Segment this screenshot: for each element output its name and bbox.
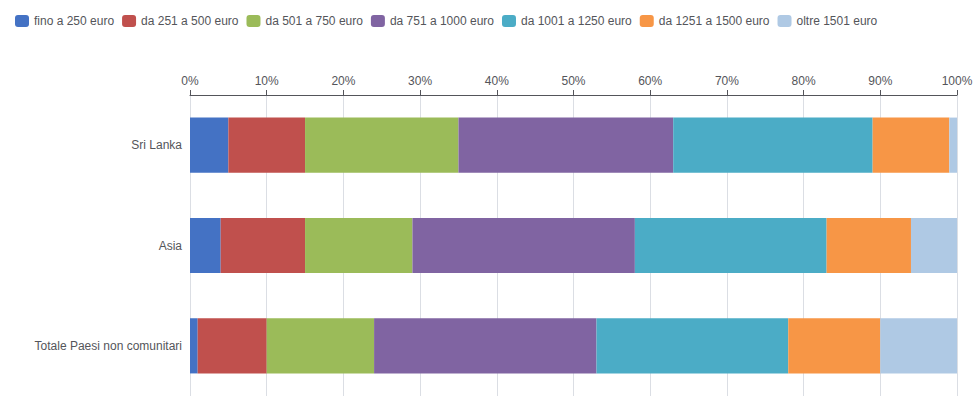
- svg-text:20%: 20%: [331, 74, 355, 88]
- svg-text:70%: 70%: [715, 74, 739, 88]
- svg-text:100%: 100%: [942, 74, 973, 88]
- svg-text:80%: 80%: [792, 74, 816, 88]
- svg-text:30%: 30%: [408, 74, 432, 88]
- svg-text:fino a 250 euro: fino a 250 euro: [34, 14, 114, 28]
- svg-text:0%: 0%: [181, 74, 199, 88]
- svg-text:da 751 a 1000 euro: da 751 a 1000 euro: [390, 14, 494, 28]
- svg-text:10%: 10%: [255, 74, 279, 88]
- svg-text:Asia: Asia: [159, 239, 183, 253]
- svg-text:oltre 1501 euro: oltre 1501 euro: [797, 14, 878, 28]
- svg-text:da 251 a 500 euro: da 251 a 500 euro: [141, 14, 239, 28]
- svg-text:da 501 a 750 euro: da 501 a 750 euro: [265, 14, 363, 28]
- svg-text:90%: 90%: [868, 74, 892, 88]
- svg-text:60%: 60%: [638, 74, 662, 88]
- svg-text:da 1001 a 1250 euro: da 1001 a 1250 euro: [521, 14, 632, 28]
- svg-text:Totale Paesi non comunitari: Totale Paesi non comunitari: [35, 339, 182, 353]
- svg-text:da 1251 a 1500 euro: da 1251 a 1500 euro: [659, 14, 770, 28]
- svg-text:Sri Lanka: Sri Lanka: [131, 138, 182, 152]
- svg-text:40%: 40%: [485, 74, 509, 88]
- svg-text:50%: 50%: [561, 74, 585, 88]
